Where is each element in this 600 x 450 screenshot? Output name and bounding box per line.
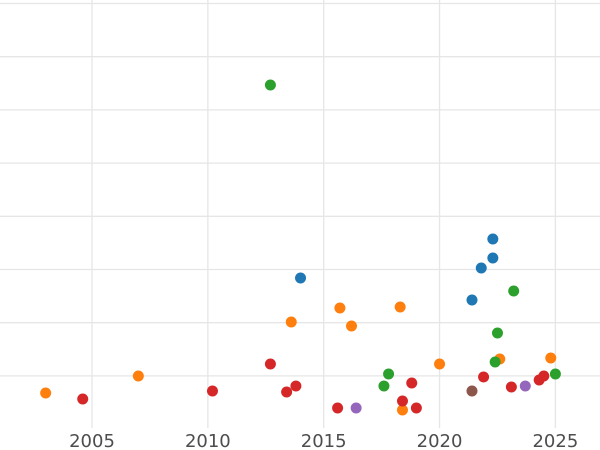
data-point (281, 386, 293, 398)
data-point (285, 316, 297, 328)
data-point (332, 402, 344, 414)
data-point (378, 380, 390, 392)
data-point (350, 402, 362, 414)
x-tick-label: 2005 (69, 431, 115, 450)
data-point (549, 368, 561, 380)
data-point (264, 79, 276, 91)
data-point (434, 358, 446, 370)
data-point (406, 377, 418, 389)
data-point (505, 381, 517, 393)
data-point (466, 385, 478, 397)
data-point (487, 252, 499, 264)
data-point (396, 395, 408, 407)
data-point (295, 272, 307, 284)
x-tick-label: 2010 (185, 431, 231, 450)
data-point (508, 285, 520, 297)
data-point (475, 262, 487, 274)
data-point (394, 301, 406, 313)
data-point (487, 233, 499, 245)
data-point (396, 404, 408, 416)
data-point (519, 380, 531, 392)
data-point (40, 387, 52, 399)
data-point (478, 371, 490, 383)
horizontal-gridlines (0, 2, 600, 377)
x-tick-label: 2025 (532, 431, 578, 450)
data-point (132, 370, 144, 382)
data-point (491, 327, 503, 339)
data-point (206, 385, 218, 397)
data-point (264, 358, 276, 370)
x-tick-label: 2015 (301, 431, 347, 450)
data-point (538, 370, 550, 382)
data-point (77, 393, 89, 405)
data-points (40, 79, 561, 416)
data-point (489, 356, 501, 368)
data-point (466, 294, 478, 306)
data-point (383, 368, 395, 380)
data-point (334, 302, 346, 314)
data-point (290, 380, 302, 392)
data-point (410, 402, 422, 414)
x-tick-label: 2020 (417, 431, 463, 450)
data-point (545, 352, 557, 364)
vertical-gridlines (91, 0, 557, 428)
x-axis-tick-labels: 2005 2010 2015 2020 2025 (69, 431, 578, 450)
data-point (346, 320, 358, 332)
